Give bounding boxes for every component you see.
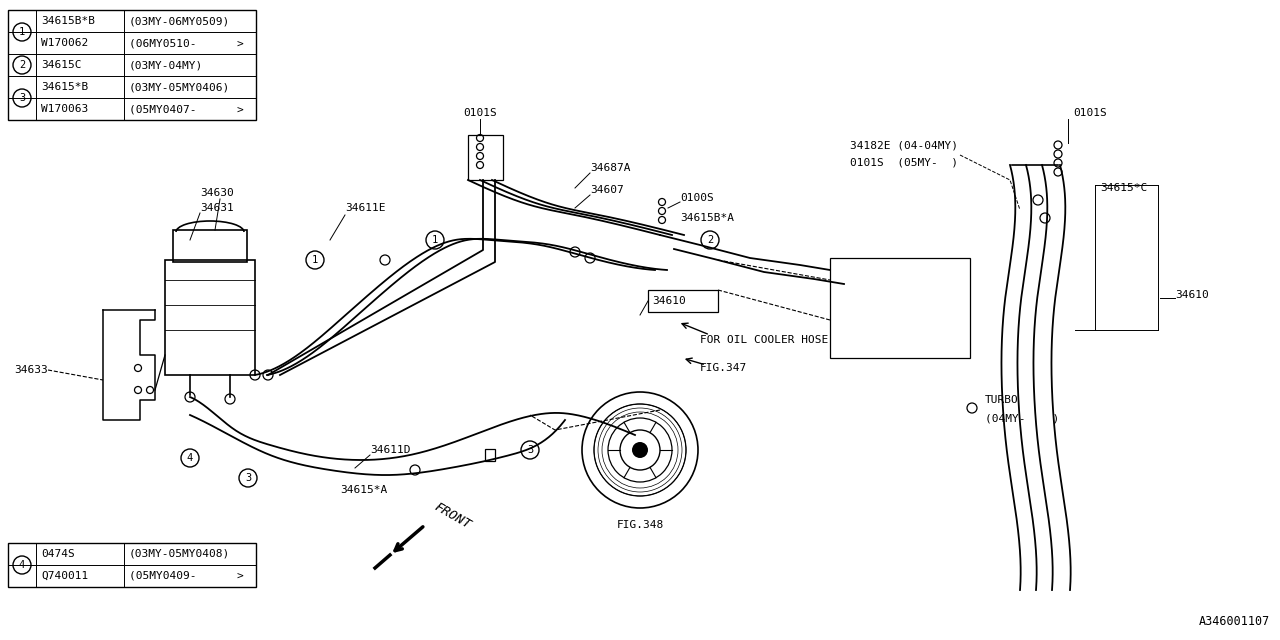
Text: 34633: 34633 <box>14 365 47 375</box>
Text: 34610: 34610 <box>652 296 686 306</box>
Text: 34615*C: 34615*C <box>1100 183 1147 193</box>
Text: 34687A: 34687A <box>590 163 631 173</box>
Text: 3: 3 <box>527 445 534 455</box>
Text: 34631: 34631 <box>200 203 234 213</box>
Text: 34615C: 34615C <box>41 60 82 70</box>
Text: 0474S: 0474S <box>41 549 74 559</box>
Text: (03MY-05MY0408): (03MY-05MY0408) <box>129 549 230 559</box>
Bar <box>165 260 255 375</box>
Text: W170062: W170062 <box>41 38 88 48</box>
Text: 34615*A: 34615*A <box>340 485 388 495</box>
Text: 34182E (04-04MY): 34182E (04-04MY) <box>850 140 957 150</box>
Text: 3: 3 <box>244 473 251 483</box>
Bar <box>485 449 495 461</box>
Text: 34615*B: 34615*B <box>41 82 88 92</box>
Text: 34615B*A: 34615B*A <box>680 213 733 223</box>
Bar <box>468 135 503 180</box>
Text: 3: 3 <box>19 93 26 103</box>
Bar <box>829 258 970 358</box>
Text: A346001107: A346001107 <box>1199 615 1270 628</box>
Bar <box>648 290 718 312</box>
Text: 1: 1 <box>431 235 438 245</box>
Text: TURBO: TURBO <box>986 395 1019 405</box>
Text: FIG.347: FIG.347 <box>700 363 748 373</box>
Text: 0100S: 0100S <box>680 193 714 203</box>
Text: 1: 1 <box>19 27 26 37</box>
Text: 34615B*B: 34615B*B <box>41 16 95 26</box>
Bar <box>8 10 256 120</box>
Text: 2: 2 <box>19 60 26 70</box>
Text: (03MY-05MY0406): (03MY-05MY0406) <box>129 82 230 92</box>
Text: (05MY0409-      >: (05MY0409- > <box>129 571 243 581</box>
Text: W170063: W170063 <box>41 104 88 114</box>
Text: 4: 4 <box>19 560 26 570</box>
Text: 4: 4 <box>187 453 193 463</box>
Text: FRONT: FRONT <box>433 500 474 532</box>
Text: (03MY-04MY): (03MY-04MY) <box>129 60 204 70</box>
Bar <box>8 543 256 587</box>
Circle shape <box>632 442 648 458</box>
Text: 34611E: 34611E <box>346 203 385 213</box>
Text: FOR OIL COOLER HOSE: FOR OIL COOLER HOSE <box>700 335 828 345</box>
Text: 2: 2 <box>707 235 713 245</box>
Text: (06MY0510-      >: (06MY0510- > <box>129 38 243 48</box>
Text: FIG.348: FIG.348 <box>617 520 663 530</box>
Text: 34610: 34610 <box>1175 290 1208 300</box>
Text: 34611D: 34611D <box>370 445 411 455</box>
Text: 0101S: 0101S <box>463 108 497 118</box>
Text: 34607: 34607 <box>590 185 623 195</box>
Bar <box>173 230 247 262</box>
Text: (03MY-06MY0509): (03MY-06MY0509) <box>129 16 230 26</box>
Text: 34630: 34630 <box>200 188 234 198</box>
Text: 0101S  (05MY-  ): 0101S (05MY- ) <box>850 157 957 167</box>
Text: Q740011: Q740011 <box>41 571 88 581</box>
Text: (05MY0407-      >: (05MY0407- > <box>129 104 243 114</box>
Text: 1: 1 <box>312 255 319 265</box>
Text: 0101S: 0101S <box>1073 108 1107 118</box>
Text: (04MY-    ): (04MY- ) <box>986 413 1060 423</box>
